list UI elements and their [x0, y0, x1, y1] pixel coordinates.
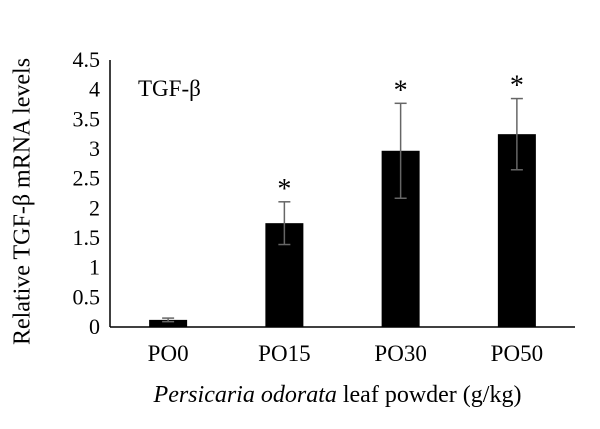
- category-labels: PO0 PO15 PO30 PO50: [148, 341, 543, 366]
- inner-label: TGF-β: [138, 76, 201, 101]
- significance-marker: *: [394, 75, 408, 106]
- category-label: PO50: [491, 341, 543, 366]
- x-axis-label-italic: Persicaria odorata: [153, 382, 337, 408]
- y-tick-label: 4: [89, 77, 100, 102]
- y-tick-label: 0.5: [73, 284, 101, 309]
- y-tick-label: 2.5: [73, 166, 101, 191]
- error-bar: [510, 97, 523, 171]
- y-tick-label: 2: [89, 195, 100, 220]
- y-axis-label: Relative TGF-β mRNA levels: [10, 58, 36, 345]
- error-bar: [278, 201, 291, 246]
- y-tick-label: 1.5: [73, 225, 101, 250]
- y-tick-label: 3: [89, 136, 100, 161]
- error-bar: [394, 102, 407, 199]
- y-axis-ticks: 0 0.5 1 1.5 2 2.5 3 3.5 4 4.5: [73, 47, 101, 339]
- bars-group: * * *: [149, 71, 536, 327]
- category-label: PO0: [148, 341, 189, 366]
- category-label: PO30: [374, 341, 426, 366]
- y-tick-label: 1: [89, 255, 100, 280]
- y-tick-label: 3.5: [73, 106, 101, 131]
- x-axis-label: Persicaria odorata leaf powder (g/kg): [153, 382, 522, 408]
- y-tick-label: 4.5: [73, 47, 101, 72]
- significance-marker: *: [277, 174, 291, 205]
- error-bar: [162, 317, 175, 323]
- category-label: PO15: [258, 341, 310, 366]
- x-axis-label-rest: leaf powder (g/kg): [337, 382, 522, 408]
- y-tick-label: 0: [89, 314, 100, 339]
- significance-marker: *: [510, 71, 524, 102]
- bar: [149, 319, 188, 327]
